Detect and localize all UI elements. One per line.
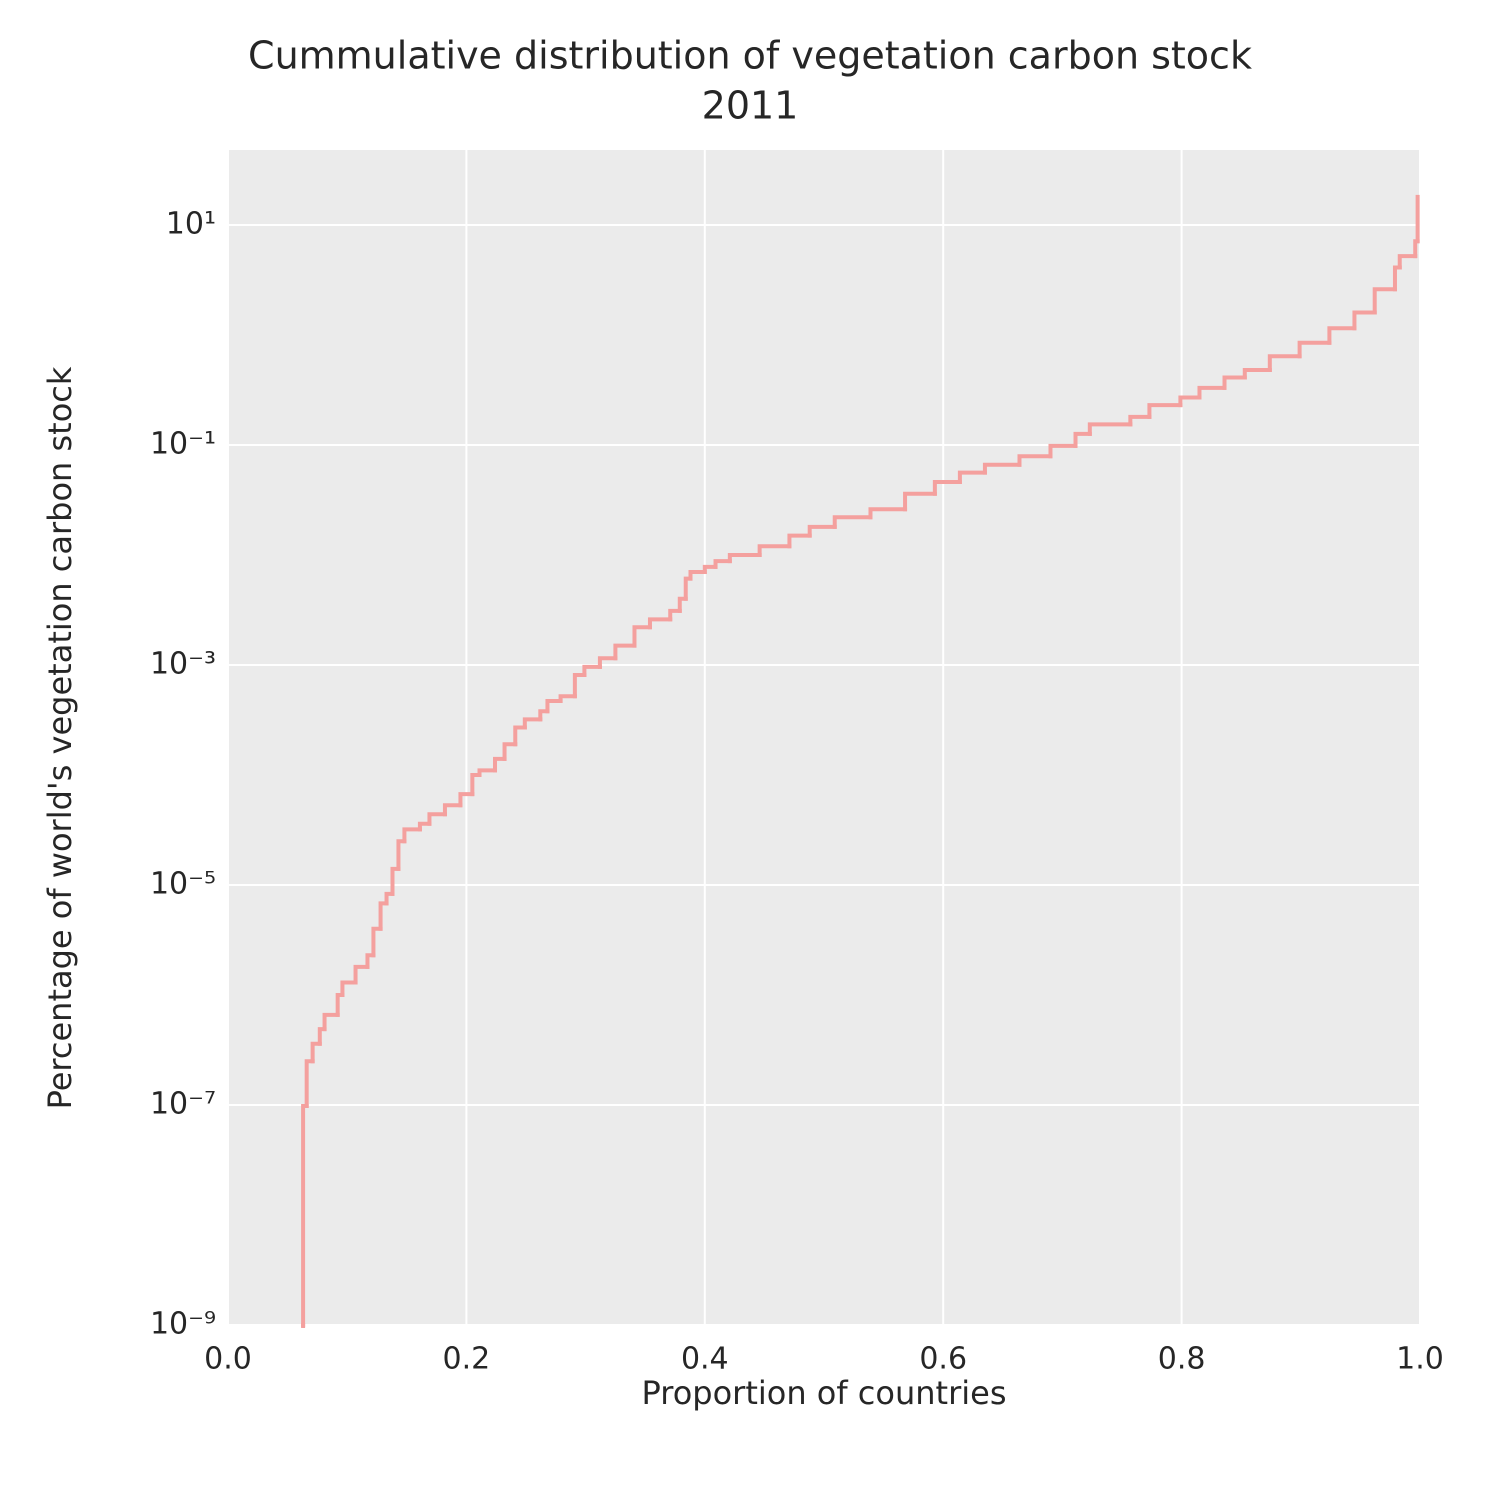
ecdf-step (558, 694, 577, 704)
x-tick-label: 0.2 (443, 1342, 491, 1377)
ecdf-step (502, 742, 518, 761)
y-tick-label: 10⁻⁵ (150, 866, 216, 901)
ecdf-step (903, 491, 937, 512)
ecdf-step (1128, 414, 1152, 427)
x-axis-label: Proportion of countries (642, 1374, 1007, 1412)
ecdf-step (493, 756, 507, 773)
ecdf-step (545, 699, 563, 714)
x-tick-label: 0.4 (681, 1342, 729, 1377)
ecdf-step (688, 569, 707, 581)
plot-background (228, 150, 1420, 1325)
ecdf-step (402, 827, 422, 844)
chart-title: Cummulative distribution of vegetation c… (248, 34, 1252, 78)
ecdf-step (340, 980, 358, 997)
y-tick-label: 10⁻⁹ (150, 1307, 216, 1342)
ecdf-step (932, 480, 962, 496)
ecdf-step (572, 673, 587, 699)
ecdf-step (582, 664, 602, 678)
ecdf-step (1147, 403, 1183, 419)
ecdf-step (807, 524, 837, 538)
ecdf-step (1297, 340, 1332, 359)
ecdf-step (477, 768, 498, 777)
ecdf-step (1242, 368, 1272, 380)
ecdf-step (1087, 422, 1133, 436)
ecdf-step (1017, 454, 1053, 467)
ecdf-step (668, 608, 682, 622)
ecdf-step (442, 803, 463, 817)
y-tick-label: 10⁻¹ (150, 426, 216, 461)
ecdf-step (1073, 431, 1092, 448)
ecdf-step (310, 1041, 322, 1064)
ecdf-step (522, 717, 543, 730)
ecdf-step (787, 533, 812, 549)
y-tick-label: 10¹ (166, 206, 216, 241)
ecdf-step (1372, 287, 1397, 315)
x-tick-label: 0.0 (204, 1342, 252, 1377)
ecdf-step (597, 656, 618, 669)
ecdf-step (538, 709, 550, 722)
ecdf-step (613, 643, 637, 661)
chart-subtitle: 2011 (702, 84, 799, 128)
ecdf-step (1197, 385, 1227, 400)
ecdf-step (982, 462, 1022, 475)
y-tick-label: 10⁻⁷ (150, 1086, 216, 1121)
ecdf-step (632, 625, 652, 648)
ecdf-step (1222, 375, 1247, 390)
ecdf-step (868, 507, 908, 520)
ecdf-step (713, 559, 732, 569)
ecdf-step (417, 821, 432, 832)
ecdf-step (1178, 395, 1202, 408)
x-tick-label: 1.0 (1396, 1342, 1444, 1377)
ecdf-step (757, 544, 792, 557)
ecdf-step (427, 812, 447, 826)
ecdf-step (832, 515, 873, 529)
ecdf-step (470, 772, 482, 797)
x-tick-label: 0.8 (1158, 1342, 1206, 1377)
ecdf-step (371, 926, 383, 958)
y-tick-label: 10⁻³ (150, 646, 216, 681)
y-axis-label: Percentage of world's vegetation carbon … (41, 366, 79, 1109)
ecdf-step (513, 725, 527, 747)
ecdf-step (1048, 443, 1078, 459)
ecdf-step (1352, 310, 1377, 331)
ecdf-step (702, 564, 718, 574)
ecdf-step (1267, 354, 1302, 373)
ecdf-step (353, 964, 370, 985)
ecdf-step (727, 552, 762, 564)
ecdf-step (647, 617, 673, 630)
ecdf-step (322, 1012, 340, 1032)
x-tick-label: 0.6 (919, 1342, 967, 1377)
ecdf-step (1397, 254, 1418, 270)
ecdf-step (1327, 326, 1357, 345)
ecdf-step (957, 470, 987, 485)
ecdf-step (458, 792, 475, 808)
